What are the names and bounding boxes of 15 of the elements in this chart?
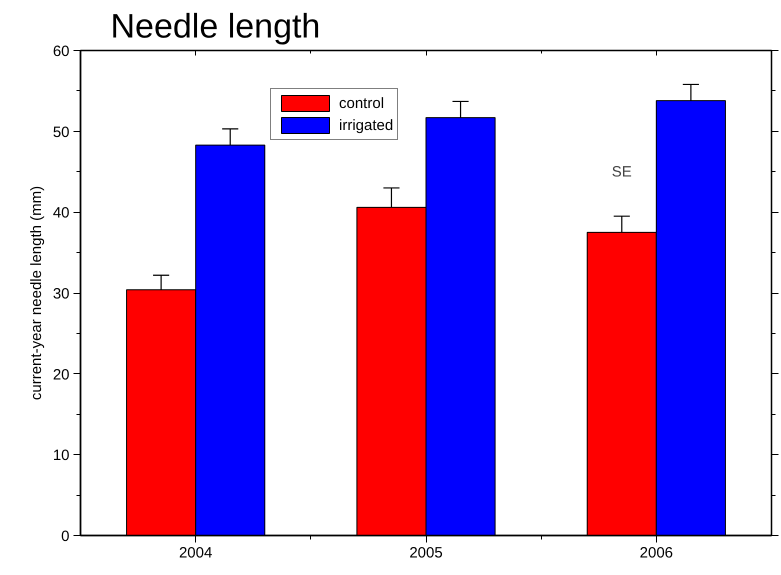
y-axis-title: current-year needle length (mm) [28, 186, 45, 400]
y-tick-label: 40 [52, 204, 70, 222]
x-tick-label: 2004 [178, 544, 212, 562]
legend-label: irrigated [339, 116, 394, 134]
y-tick-label: 60 [52, 43, 70, 60]
x-tick-label: 2005 [409, 544, 443, 562]
chart-title: Needle length [110, 8, 320, 46]
x-tick-label: 2006 [640, 544, 674, 562]
annotation: SE [612, 163, 632, 180]
y-tick-label: 20 [52, 366, 70, 384]
legend-label: control [339, 94, 384, 112]
y-tick-label: 30 [52, 286, 70, 302]
y-tick-label: 10 [52, 447, 70, 464]
y-tick-label: 0 [61, 528, 70, 545]
y-tick-label: 50 [52, 124, 70, 141]
